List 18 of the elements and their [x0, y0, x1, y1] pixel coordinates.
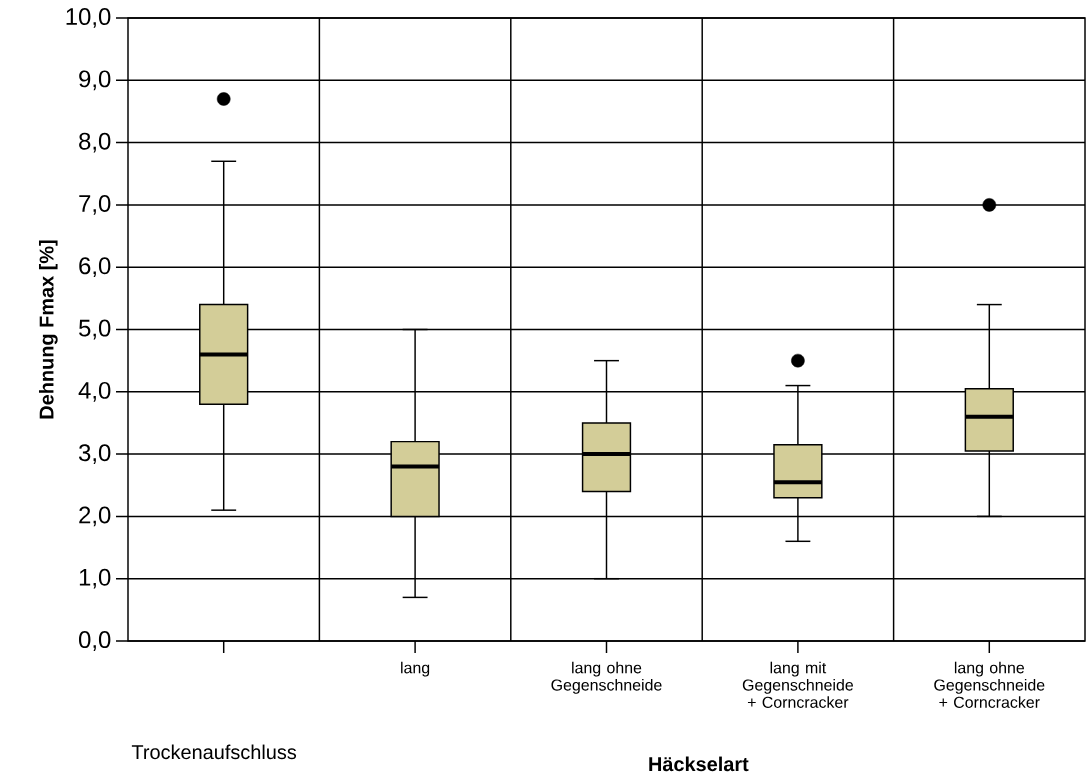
x-tick-label: lang ohne Gegenschneide: [551, 661, 662, 694]
y-tick-label: 10,0: [66, 8, 111, 28]
x-tick-label: lang mit Gegenschneide + Corncracker: [742, 661, 853, 708]
y-tick-label: 3,0: [78, 444, 111, 464]
x-tick-label: lang ohne Gegenschneide + Corncracker: [934, 661, 1045, 708]
y-tick-label: 2,0: [79, 506, 111, 527]
y-tick-label: 6,0: [79, 257, 111, 278]
y-axis-title: Dehnung Fmax [%]: [38, 240, 58, 419]
y-tick-label: 0,0: [79, 631, 111, 651]
text: Trockenaufschluss: [131, 744, 297, 760]
y-tick-label: 5,0: [79, 319, 111, 340]
y-tick-label: 4,0: [78, 381, 111, 402]
y-tick-label: 1,0: [79, 568, 111, 589]
x-axis-title: Häckselart: [649, 756, 749, 772]
y-tick-label: 8,0: [79, 132, 111, 153]
y-tick-label: 7,0: [79, 195, 111, 215]
x-tick-label: lang: [401, 661, 430, 677]
y-tick-label: 9,0: [79, 70, 111, 91]
